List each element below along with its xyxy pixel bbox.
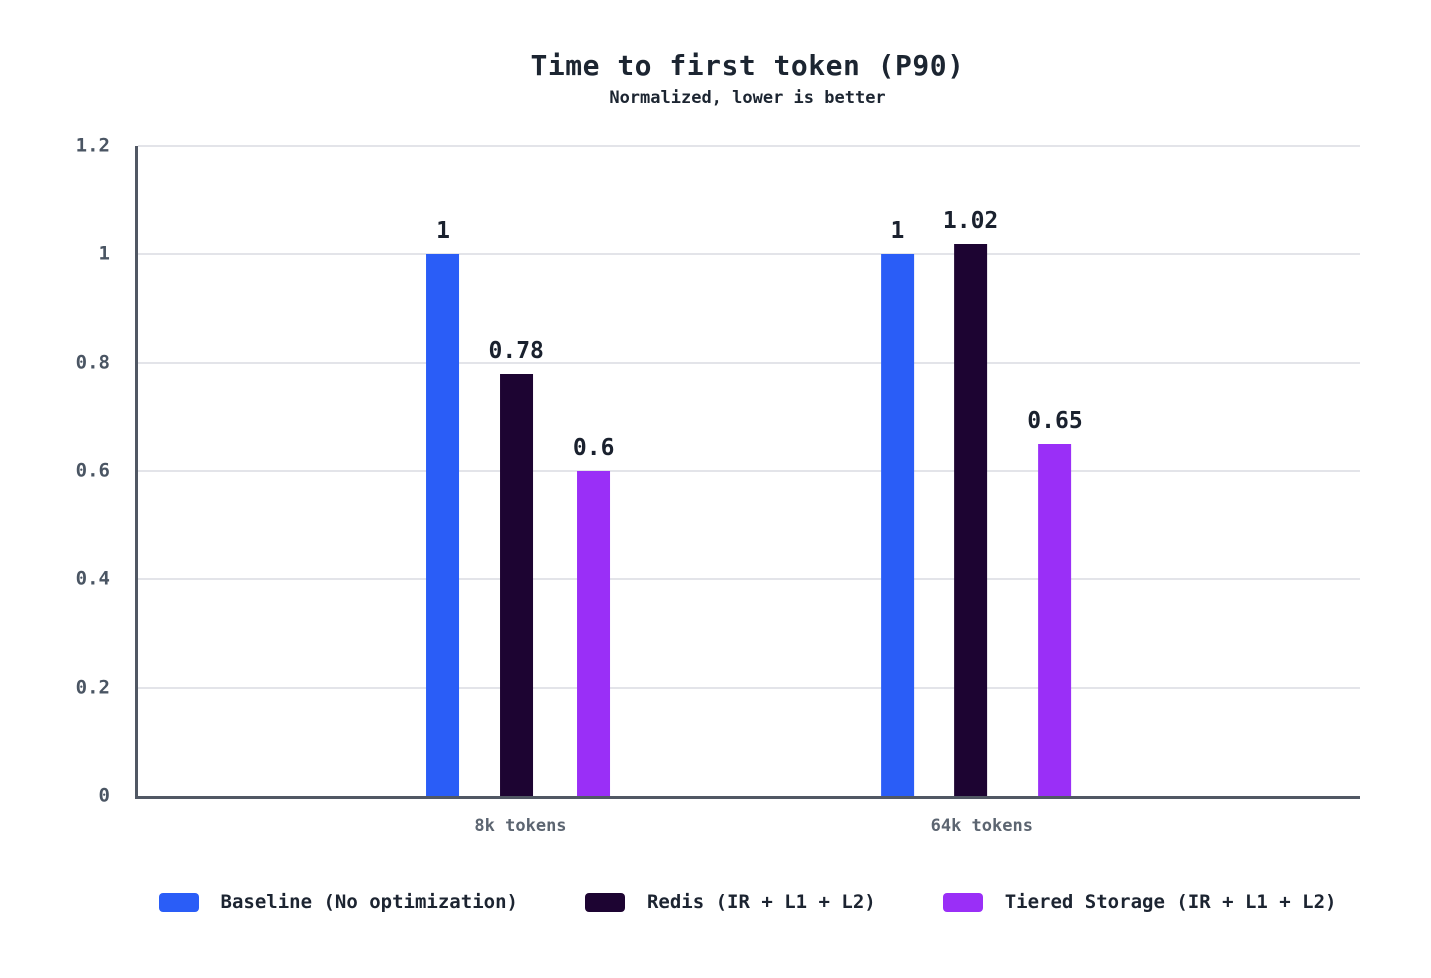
legend-swatch-icon xyxy=(584,892,625,912)
legend-label: Redis (IR + L1 + L2) xyxy=(646,890,876,913)
legend-swatch-icon xyxy=(942,892,983,912)
bar-value-label: 0.6 xyxy=(572,435,615,461)
bar-tiered-storage-ir-l1-l2 xyxy=(577,471,611,796)
gridline xyxy=(138,578,1360,581)
gridline xyxy=(138,686,1360,689)
bar-value-label: 0.78 xyxy=(488,337,544,364)
plot-area: 0 0.2 0.4 0.6 0.8 1 1.2 1 0.78 0.6 1 1.02 0.65 8k t… xyxy=(76,136,1360,835)
y-tick-label: 0.4 xyxy=(75,567,110,590)
bar-cell-tiered-storage-ir-l1-l2: 0.6 xyxy=(572,146,615,796)
bar-value-label: 0.65 xyxy=(1027,407,1083,434)
legend-item-baseline-no-optimization[interactable]: Baseline (No optimization) xyxy=(158,890,518,913)
bar-value-label: 1.02 xyxy=(942,207,999,234)
y-tick-label: 0.6 xyxy=(75,459,110,482)
bar-cell-baseline-no-optimization: 1 xyxy=(880,146,914,796)
y-tick-label: 1 xyxy=(98,242,110,265)
y-tick-label: 0.8 xyxy=(75,351,110,374)
legend-label: Tiered Storage (IR + L1 + L2) xyxy=(1004,890,1337,913)
bar-cell-tiered-storage-ir-l1-l2: 0.65 xyxy=(1027,146,1083,796)
bar-redis-ir-l1-l2 xyxy=(499,373,533,796)
gridline xyxy=(138,253,1360,256)
gridline xyxy=(138,361,1360,364)
bar-baseline-no-optimization xyxy=(880,254,914,796)
legend-label: Baseline (No optimization) xyxy=(220,890,518,913)
x-tick-label-8k-tokens: 8k tokens xyxy=(474,816,567,836)
bar-value-label: 1 xyxy=(890,218,905,245)
bar-redis-ir-l1-l2 xyxy=(954,243,988,796)
legend-item-tiered-storage-ir-l1-l2[interactable]: Tiered Storage (IR + L1 + L2) xyxy=(942,890,1337,913)
y-tick-label: 0 xyxy=(98,784,110,807)
x-tick-label-64k-tokens: 64k tokens xyxy=(930,816,1033,836)
legend-swatch-icon xyxy=(158,892,199,912)
chart-subtitle: Normalized, lower is better xyxy=(609,88,886,109)
bar-cell-redis-ir-l1-l2: 0.78 xyxy=(489,146,544,796)
bar-baseline-no-optimization xyxy=(426,254,460,796)
gridline xyxy=(138,470,1360,472)
title-block: Time to first token (P90) Normalized, lo… xyxy=(135,49,1360,109)
legend-item-redis-ir-l1-l2[interactable]: Redis (IR + L1 + L2) xyxy=(584,890,876,913)
bar-value-label: 1 xyxy=(436,218,450,245)
y-tick-label: 1.2 xyxy=(75,134,110,157)
bar-group-64k-tokens: 1 1.02 0.65 xyxy=(880,146,1083,796)
bar-cell-baseline-no-optimization: 1 xyxy=(426,146,460,796)
bar-cell-redis-ir-l1-l2: 1.02 xyxy=(943,146,998,796)
legend: Baseline (No optimization) Redis (IR + L1… xyxy=(135,888,1360,916)
bar-group-8k-tokens: 1 0.78 0.6 xyxy=(426,146,615,796)
bar-tiered-storage-ir-l1-l2 xyxy=(1038,443,1072,796)
chart-title: Time to first token (P90) xyxy=(530,49,965,82)
gridline xyxy=(138,145,1360,147)
y-tick-label: 0.2 xyxy=(75,676,110,699)
